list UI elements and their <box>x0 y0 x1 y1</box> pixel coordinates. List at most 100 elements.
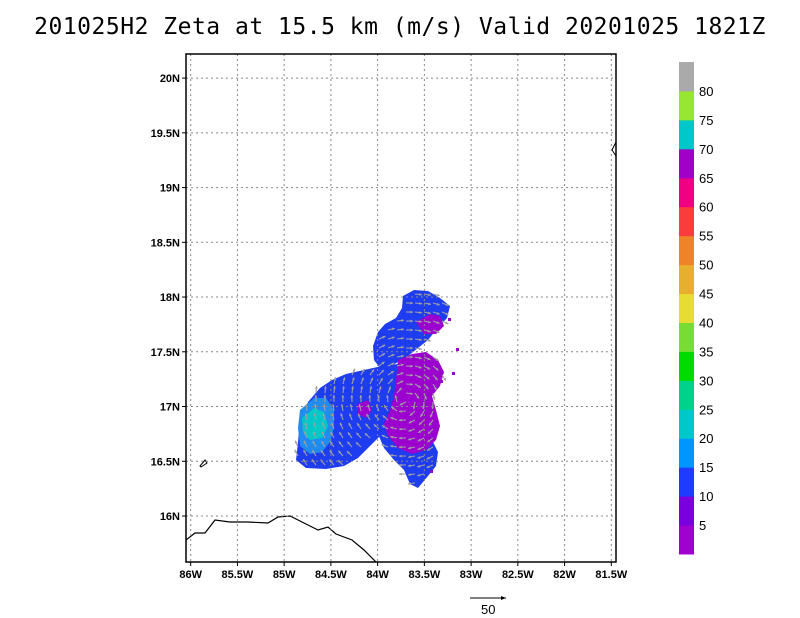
wind-vector-head <box>320 450 324 454</box>
wind-vector-head <box>367 404 371 408</box>
wind-vector-head <box>381 353 385 356</box>
wind-vector-head <box>357 413 361 417</box>
wind-vector-head <box>418 356 422 360</box>
wind-vector-head <box>389 378 393 382</box>
wind-vector-head <box>366 413 370 417</box>
lon-tick-label: 83.5W <box>408 569 440 581</box>
wind-vector-head <box>331 413 335 417</box>
lon-tick-label: 81.5W <box>595 569 627 581</box>
wind-speed-region <box>416 314 444 334</box>
wind-vector-head <box>427 430 431 434</box>
wind-vector-head <box>381 425 385 429</box>
wind-vector-head <box>388 386 391 390</box>
wind-vector-head <box>426 447 430 451</box>
wind-vector-head <box>332 386 336 389</box>
wind-vector-head <box>417 447 421 450</box>
lon-tick-label: 82W <box>553 569 576 581</box>
vector-key-arrowhead <box>501 596 506 600</box>
lat-tick-label: 17N <box>160 402 180 414</box>
wind-vector-head <box>304 413 308 417</box>
wind-vector-head <box>410 382 413 386</box>
wind-vector-head <box>399 418 402 422</box>
wind-vector-head <box>399 409 402 413</box>
wind-vector-head <box>410 364 413 368</box>
wind-vector-head <box>312 440 316 444</box>
wind-vector-head <box>419 338 422 342</box>
lon-tick-label: 85W <box>273 569 296 581</box>
colorbar-swatch <box>679 235 694 266</box>
wind-vector-head <box>323 386 327 389</box>
wind-speed-pixel <box>430 470 433 473</box>
wind-vector-head <box>381 434 385 438</box>
colorbar-label: 55 <box>699 229 713 244</box>
wind-vector-head <box>380 369 384 373</box>
wind-vector-head <box>410 319 413 323</box>
plot-title: 201025H2 Zeta at 15.5 km (m/s) Valid 202… <box>34 14 766 40</box>
lat-tick-label: 17.5N <box>151 347 180 359</box>
wind-vector-head <box>373 424 377 428</box>
wind-vector-head <box>321 440 325 444</box>
wind-vector-head <box>391 406 395 410</box>
colorbar-swatch <box>679 148 694 179</box>
wind-vector-head <box>294 440 298 444</box>
wind-vector-head <box>419 347 422 351</box>
wind-vector-head <box>417 456 421 459</box>
wind-vector-head <box>401 345 404 349</box>
wind-vectors <box>294 292 449 485</box>
wind-vector-head <box>331 422 334 426</box>
wind-vector-head <box>427 366 431 370</box>
wind-vector-head <box>358 404 362 408</box>
wind-vector-head <box>436 293 440 297</box>
wind-vector-head <box>400 372 404 376</box>
wind-vector-head <box>390 435 394 439</box>
wind-vector-head <box>419 329 422 333</box>
wind-vector-head <box>304 431 307 435</box>
wind-vector-head <box>410 373 413 377</box>
colorbar-label: 5 <box>699 518 706 533</box>
wind-vector-head <box>341 395 345 398</box>
vector-key: 50 <box>470 596 506 617</box>
wind-speed-pixel <box>452 372 455 375</box>
wind-vector-head <box>408 446 412 450</box>
wind-vector-head <box>445 312 449 316</box>
wind-vector-head <box>427 338 431 342</box>
lat-tick-label: 18.5N <box>151 237 180 249</box>
wind-vector-head <box>384 405 387 409</box>
wind-vector-head <box>401 337 404 340</box>
colorbar-swatch <box>679 351 694 381</box>
wind-vector-head <box>427 439 431 443</box>
wind-vector-head <box>436 321 440 324</box>
wind-vector-head <box>377 395 381 398</box>
wind-vector-head <box>390 417 394 420</box>
wind-vector-head <box>340 413 344 417</box>
colorbar-label: 50 <box>699 258 713 273</box>
wind-vector-head <box>427 311 431 315</box>
island-coastline <box>199 459 208 468</box>
wind-vector-head <box>399 472 402 476</box>
wind-vector-head <box>322 413 326 417</box>
lat-tick-label: 16.5N <box>151 456 180 468</box>
wind-vector-head <box>399 445 402 449</box>
wind-vector-head <box>346 451 350 455</box>
wind-vector-head <box>382 335 386 339</box>
colorbar-label: 10 <box>699 489 713 504</box>
vector-key-label: 50 <box>481 602 495 617</box>
wind-vector-head <box>401 328 404 331</box>
wind-vector-head <box>390 371 394 374</box>
wind-vector-head <box>322 422 325 426</box>
wind-vector-head <box>337 460 341 464</box>
wind-vector-head <box>417 464 421 468</box>
wind-vector-head <box>350 395 354 398</box>
wind-vector-head <box>347 441 351 445</box>
wind-vector-head <box>420 414 424 418</box>
wind-vector-head <box>333 377 337 381</box>
wind-vector-head <box>427 320 431 324</box>
wind-vector-head <box>378 386 382 390</box>
wind-vector-head <box>417 473 421 477</box>
cayman-coastline <box>611 141 616 157</box>
wind-vector-head <box>399 402 403 406</box>
wind-vector-head <box>382 415 386 419</box>
wind-vector-head <box>368 395 372 398</box>
wind-vector-head <box>347 432 351 436</box>
